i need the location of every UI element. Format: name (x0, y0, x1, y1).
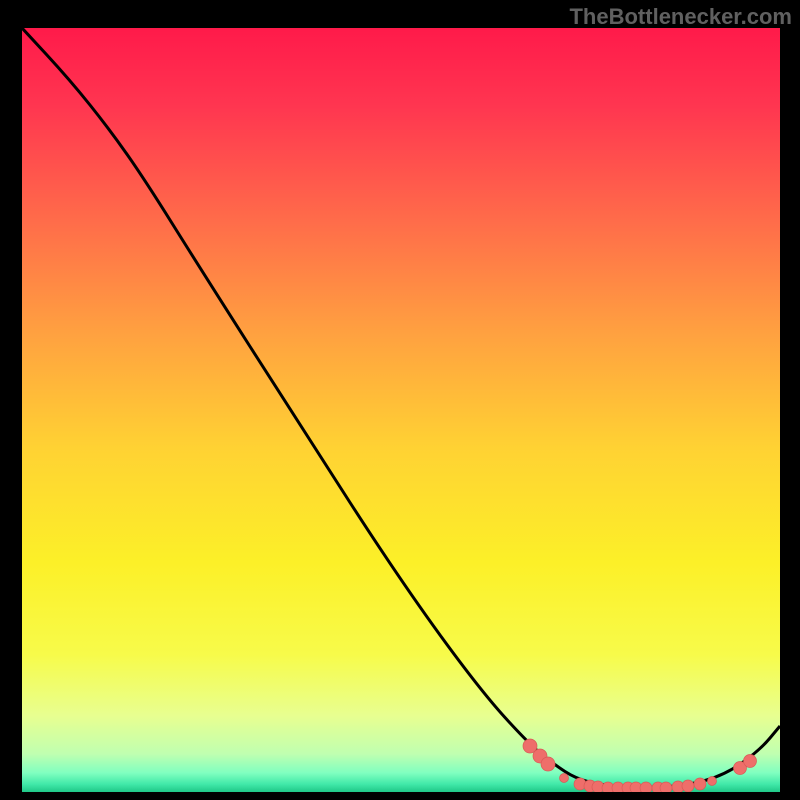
marker-point (682, 780, 694, 792)
chart-svg (0, 0, 800, 800)
marker-point (744, 755, 757, 768)
marker-point (708, 777, 717, 786)
chart-container (0, 0, 800, 800)
gradient-plot-area (22, 28, 780, 792)
marker-point (560, 774, 569, 783)
attribution-label: TheBottlenecker.com (569, 4, 792, 30)
marker-point (694, 778, 706, 790)
marker-point (541, 757, 555, 771)
